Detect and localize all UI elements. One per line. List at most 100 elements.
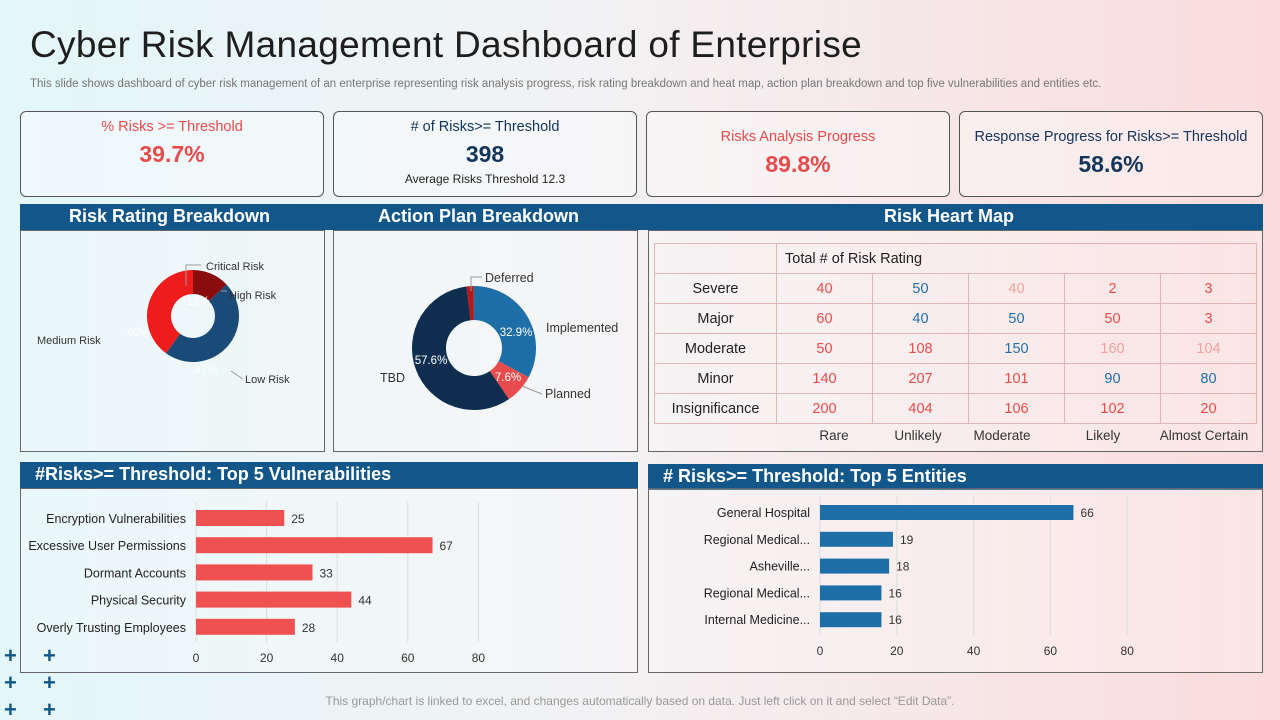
heat-cell: 106 <box>968 393 1065 424</box>
heat-row-label: Moderate <box>654 333 777 364</box>
bar-data-label: 44 <box>358 594 372 608</box>
heat-cell: 50 <box>872 273 969 304</box>
x-tick-label: 20 <box>890 644 904 658</box>
heat-col-label: Likely <box>1085 428 1121 443</box>
donut-data-label: 57.6% <box>415 355 448 367</box>
x-tick-label: 0 <box>817 644 824 658</box>
donut-slice-medium-risk <box>147 270 193 354</box>
donut-slice-tbd <box>412 286 509 410</box>
entities-header: # Risks>= Threshold: Top 5 Entities <box>648 464 1263 490</box>
bar-category-label: Excessive User Permissions <box>28 539 186 553</box>
heat-header: Total # of Risk Rating <box>776 243 1257 274</box>
bar-data-label: 66 <box>1080 506 1094 520</box>
heat-cell: 40 <box>872 303 969 334</box>
bar-internal-medicine <box>820 612 882 628</box>
heat-col-label: Almost Certain <box>1159 428 1249 443</box>
heat-cell: 140 <box>776 363 873 394</box>
bar-data-label: 16 <box>888 586 902 600</box>
heat-cell: 160 <box>1064 333 1161 364</box>
bar-data-label: 67 <box>440 539 454 553</box>
donut-data-label: 47% <box>194 365 217 377</box>
risk-rating-donut: 13% 47% 40% Critical Risk High Risk Low Risk M… <box>37 261 290 386</box>
heat-cell: 90 <box>1064 363 1161 394</box>
page-title: Cyber Risk Management Dashboard of Enter… <box>30 24 862 65</box>
header-vulnerabilities: #Risks>= Threshold: Top 5 Vulnerabilitie… <box>35 464 392 484</box>
heat-cell: 104 <box>1160 333 1257 364</box>
bar-category-label: Physical Security <box>91 594 187 608</box>
vulnerabilities-panel: 0 20 40 60 80 Encryption Vulnerabilities 25 Exc… <box>20 488 638 673</box>
heat-cell: 207 <box>872 363 969 394</box>
kpi-risks-threshold-count: # of Risks>= Threshold 398 Average Risks… <box>333 111 637 197</box>
bar-regional-medical <box>820 585 882 601</box>
footer-note: This graph/chart is linked to excel, and… <box>325 694 955 708</box>
bar-excessive-user-permissions <box>196 537 433 554</box>
kpi-value: 58.6% <box>1078 151 1144 177</box>
bar-physical-security <box>196 591 352 608</box>
x-tick-label: 40 <box>331 651 345 665</box>
donut-category-label: Deferred <box>485 271 534 285</box>
donut-category-label: Critical Risk <box>206 261 265 273</box>
bar-data-label: 18 <box>896 560 910 574</box>
vulnerabilities-header: #Risks>= Threshold: Top 5 Vulnerabilitie… <box>20 462 638 488</box>
donut-data-label: 40% <box>126 327 149 339</box>
bar-regional-medical <box>820 531 893 547</box>
kpi-value: 89.8% <box>765 151 831 177</box>
donut-data-label: 7.6% <box>495 372 521 384</box>
donut-category-label: Implemented <box>546 321 618 335</box>
x-tick-label: 20 <box>260 651 274 665</box>
leader-line <box>521 385 543 395</box>
kpi-label: Risks Analysis Progress <box>720 129 876 145</box>
bar-data-label: 33 <box>319 566 333 580</box>
kpi-sub: Average Risks Threshold 12.3 <box>404 172 566 186</box>
donut-slice-high-risk <box>193 270 227 301</box>
kpi-value: 398 <box>465 141 505 167</box>
bar-category-label: Regional Medical... <box>704 533 810 547</box>
donut-category-label: Planned <box>545 387 591 401</box>
decor-plus-icon: + + <box>4 697 66 720</box>
kpi-label: Response Progress for Risks>= Threshold <box>974 129 1248 145</box>
heat-cell: 40 <box>968 273 1065 304</box>
header-action-plan: Action Plan Breakdown <box>378 206 580 226</box>
bar-category-label: Internal Medicine... <box>704 613 810 627</box>
decor-plus-icon: + + <box>4 670 66 695</box>
x-tick-label: 0 <box>193 651 200 665</box>
kpi-label: % Risks >= Threshold <box>101 119 243 135</box>
bar-category-label: General Hospital <box>717 506 810 520</box>
donut-slice-implemented <box>473 286 536 378</box>
heat-cell: 3 <box>1160 303 1257 334</box>
kpi-label: # of Risks>= Threshold <box>410 119 560 135</box>
x-tick-label: 80 <box>472 651 486 665</box>
heat-cell: 3 <box>1160 273 1257 304</box>
heat-cell: 404 <box>872 393 969 424</box>
heat-row: Major 60 40 50 50 3 <box>654 303 1257 334</box>
bar-overly-trusting-employees <box>196 618 295 635</box>
entities-panel: 0 20 40 60 80 General Hospital 66 Regional Medi… <box>648 488 1263 673</box>
heat-col-label: Rare <box>819 428 849 443</box>
kpi-risks-threshold-pct: % Risks >= Threshold 39.7% <box>20 111 324 197</box>
heat-cell: 40 <box>776 273 873 304</box>
heat-row: Minor 140 207 101 90 80 <box>654 363 1257 394</box>
bar-data-label: 16 <box>888 613 902 627</box>
bar-dormant-accounts <box>196 564 313 581</box>
bar-encryption-vulnerabilities <box>196 510 285 526</box>
heat-col-label: Unlikely <box>894 428 942 443</box>
heat-corner <box>654 243 777 274</box>
donut-slice-low-risk <box>165 284 240 362</box>
donut-data-label: 13% <box>186 296 209 308</box>
x-tick-label: 80 <box>1121 644 1135 658</box>
heat-cell: 80 <box>1160 363 1257 394</box>
entities-bar-chart: 0 20 40 60 80 General Hospital 66 Regional Medi… <box>704 497 1135 658</box>
bar-category-label: Encryption Vulnerabilities <box>46 512 186 526</box>
heat-map-table: Total # of Risk Rating Severe 40 50 40 2 3 Majo… <box>654 243 1257 424</box>
action-plan-panel: 32.9% 7.6% 57.6% Deferred Implemented Planned… <box>333 230 638 452</box>
heat-cell: 50 <box>1064 303 1161 334</box>
bar-category-label: Overly Trusting Employees <box>37 621 186 635</box>
kpi-value: 39.7% <box>139 141 205 167</box>
donut-category-label: Medium Risk <box>37 335 101 347</box>
bar-data-label: 25 <box>291 512 305 526</box>
header-heat-map: Risk Heart Map <box>884 206 1015 226</box>
heat-row-label: Insignificance <box>654 393 777 424</box>
heat-cell: 150 <box>968 333 1065 364</box>
leader-line <box>230 370 244 380</box>
heat-col-label: Moderate <box>973 428 1031 443</box>
